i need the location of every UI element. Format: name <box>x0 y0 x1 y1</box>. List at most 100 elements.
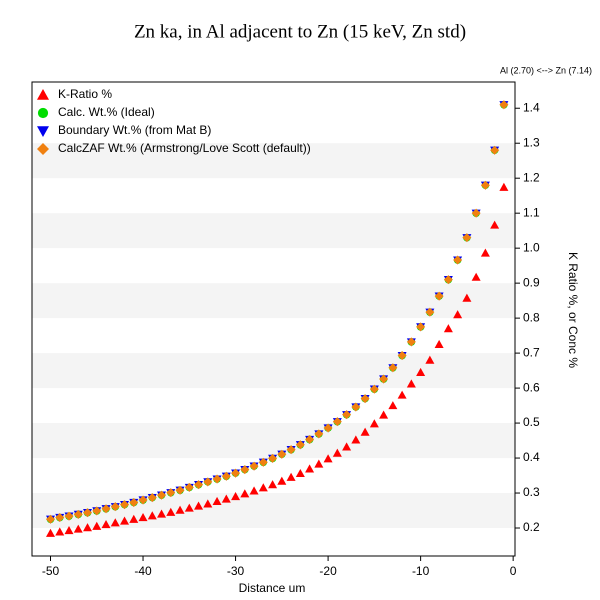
plot-frame <box>31 81 516 557</box>
point <box>342 410 352 420</box>
point <box>194 501 204 510</box>
x-tick-label: -50 <box>42 564 60 578</box>
point <box>231 492 241 501</box>
y-tick-label: 1.1 <box>523 205 540 219</box>
point <box>305 435 315 445</box>
grid-band <box>32 423 515 459</box>
x-tick-label: -30 <box>227 564 245 578</box>
x-tick-label: -20 <box>319 564 337 578</box>
legend-marker <box>37 126 49 137</box>
legend-label: Boundary Wt.% (from Mat B) <box>58 123 211 137</box>
point <box>249 486 259 495</box>
point <box>240 465 250 475</box>
grid-band <box>32 213 515 249</box>
point <box>462 233 472 243</box>
y-tick-label: 0.8 <box>523 310 540 324</box>
point <box>212 496 222 506</box>
point <box>388 363 398 373</box>
point <box>295 440 305 450</box>
point <box>46 528 56 537</box>
point <box>499 182 509 191</box>
x-axis-label: Distance um <box>239 581 306 595</box>
point <box>397 390 407 399</box>
point <box>258 457 268 467</box>
point <box>388 401 398 410</box>
point <box>184 503 194 512</box>
legend-label: CalcZAF Wt.% (Armstrong/Love Scott (defa… <box>58 141 311 155</box>
point <box>268 453 278 463</box>
point <box>175 505 185 514</box>
chart-title: Zn ka, in Al adjacent to Zn (15 keV, Zn … <box>134 21 466 42</box>
grid-band <box>32 283 515 319</box>
point <box>194 480 204 490</box>
y-tick-label: 0.6 <box>523 380 540 394</box>
point <box>416 322 426 332</box>
point <box>314 429 324 439</box>
point <box>258 483 268 492</box>
point <box>129 497 139 507</box>
point <box>138 495 148 505</box>
point <box>55 513 65 523</box>
grid-band <box>32 143 515 179</box>
point <box>406 379 416 388</box>
point <box>101 520 111 529</box>
point <box>323 423 333 433</box>
point <box>73 509 83 519</box>
point <box>203 477 213 487</box>
point <box>342 442 352 451</box>
point <box>490 220 500 229</box>
point <box>425 307 435 317</box>
y-tick-label: 1.4 <box>523 100 540 114</box>
point <box>277 449 287 459</box>
legend-marker <box>37 143 49 155</box>
point <box>332 448 342 457</box>
y-tick-label: 0.9 <box>523 275 540 289</box>
chart-subtitle: Al (2.70) <--> Zn (7.14) <box>500 65 592 75</box>
grid-band <box>32 493 515 529</box>
y-tick-label: 1.3 <box>523 135 540 149</box>
point <box>397 351 407 361</box>
point <box>480 248 490 257</box>
point <box>471 272 481 281</box>
point <box>212 474 222 484</box>
y-axis-label: K Ratio %, or Conc % <box>566 252 580 368</box>
point <box>92 521 102 530</box>
point <box>369 384 379 394</box>
point <box>379 410 389 419</box>
x-tick-label: -10 <box>412 564 430 578</box>
point <box>166 507 176 516</box>
point <box>406 337 416 347</box>
point <box>268 480 278 489</box>
point <box>73 524 83 533</box>
point <box>332 417 342 427</box>
legend-marker <box>37 107 49 119</box>
point <box>351 435 361 444</box>
point <box>351 402 361 412</box>
legend-marker <box>37 89 49 100</box>
point <box>129 514 139 523</box>
point <box>120 500 130 510</box>
point <box>434 339 444 348</box>
point <box>92 506 102 516</box>
point <box>147 511 157 520</box>
point <box>110 502 120 512</box>
y-tick-label: 0.4 <box>523 450 540 464</box>
point <box>83 508 93 518</box>
y-tick-label: 1.2 <box>523 170 540 184</box>
point <box>110 518 120 527</box>
point <box>249 461 259 471</box>
point <box>286 472 296 481</box>
point <box>462 293 472 302</box>
point <box>166 488 176 498</box>
point <box>360 394 370 404</box>
x-tick-label: 0 <box>510 564 517 578</box>
grid-band <box>32 353 515 389</box>
point <box>369 419 379 428</box>
y-tick-label: 0.3 <box>523 485 540 499</box>
y-tick-label: 0.5 <box>523 415 540 429</box>
point <box>305 464 315 473</box>
point <box>314 459 324 468</box>
point <box>55 527 65 536</box>
point <box>175 485 185 495</box>
